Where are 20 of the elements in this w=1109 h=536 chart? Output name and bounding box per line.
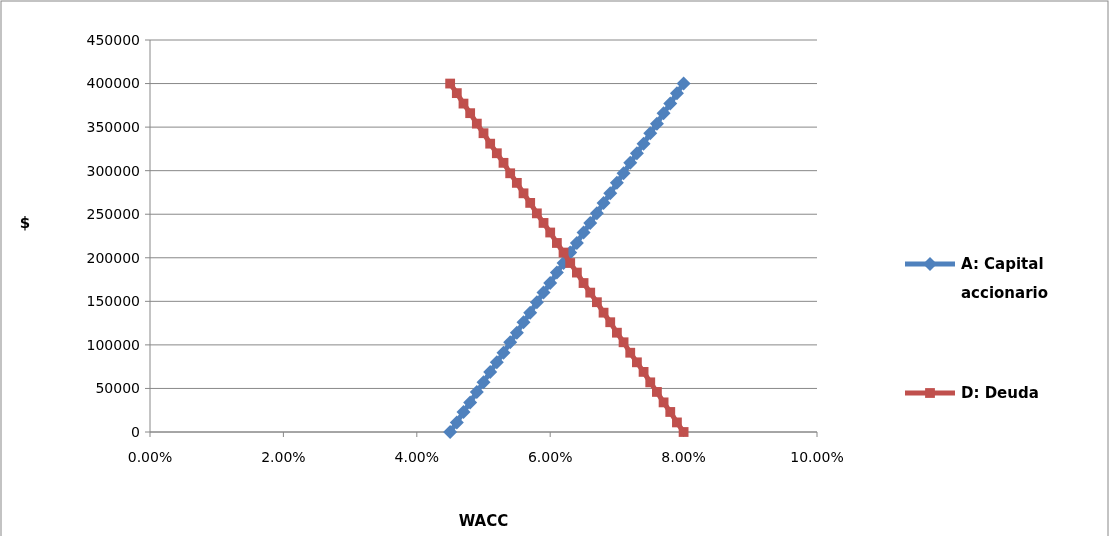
x-tick-label: 4.00% [394, 449, 440, 465]
y-tick-label: 400000 [86, 75, 140, 92]
y-axis-title: $ [19, 214, 31, 232]
x-tick-label: 2.00% [261, 449, 306, 465]
x-axis-title: WACC [458, 512, 509, 530]
y-tick-label: 200000 [86, 249, 140, 266]
y-tick-label: 450000 [86, 31, 140, 48]
y-tick-label: 50000 [95, 380, 140, 397]
x-tick-label: 8.00% [661, 449, 706, 465]
y-tick-label: 100000 [86, 336, 140, 353]
y-tick-label: 300000 [86, 162, 140, 179]
legend-label: D: Deuda [961, 384, 1039, 403]
x-tick-label: 6.00% [527, 449, 573, 465]
y-tick-label: 0 [131, 423, 140, 440]
y-tick-label: 350000 [86, 119, 140, 136]
y-tick-label: 250000 [86, 206, 140, 223]
legend-label: A: Capital accionario [961, 255, 1048, 302]
y-tick-label: 150000 [86, 293, 140, 310]
x-tick-label: 0.00% [127, 449, 173, 465]
x-tick-label: 10.00% [790, 449, 844, 465]
